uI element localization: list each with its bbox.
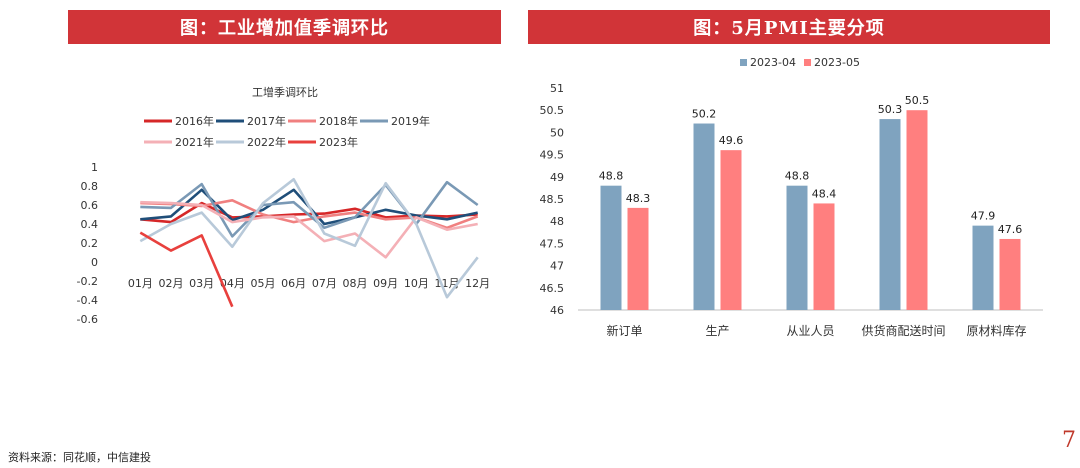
y-tick-label: 47 <box>550 260 564 273</box>
y-tick-label: 0.4 <box>81 218 99 231</box>
data-label: 48.3 <box>626 192 651 205</box>
x-tick-label: 04月 <box>220 277 245 290</box>
y-tick-label: 49 <box>550 171 564 184</box>
legend-label-2017年: 2017年 <box>247 114 286 128</box>
x-tick-label: 02月 <box>159 277 184 290</box>
series-line-2023年 <box>139 231 234 308</box>
data-label: 48.8 <box>785 170 810 183</box>
y-tick-label: 51 <box>550 82 564 95</box>
x-tick-label: 06月 <box>281 277 306 290</box>
y-tick-label: -0.6 <box>77 313 98 326</box>
legend-label-2023年: 2023年 <box>319 135 358 149</box>
data-label: 47.6 <box>998 223 1023 236</box>
legend-label-2016年: 2016年 <box>175 114 214 128</box>
series-line-2021年 <box>140 200 478 259</box>
x-tick-label: 03月 <box>189 277 214 290</box>
legend-label-2023-05: 2023-05 <box>814 56 860 69</box>
y-tick-label: 0.2 <box>81 237 99 250</box>
y-tick-label: 50 <box>550 126 564 139</box>
y-tick-label: 46.5 <box>540 282 565 295</box>
x-category-label: 原材料库存 <box>966 323 1026 338</box>
y-tick-label: 48.5 <box>540 193 565 206</box>
x-category-label: 供货商配送时间 <box>861 323 945 338</box>
y-tick-label: -0.2 <box>77 275 98 288</box>
line-chart-title: 工增季调环比 <box>252 85 318 99</box>
right-chart-header: 图：5月PMI主要分项 <box>528 10 1050 44</box>
y-tick-label: 50.5 <box>540 104 565 117</box>
y-tick-label: 0.6 <box>81 199 99 212</box>
x-tick-label: 01月 <box>128 277 153 290</box>
bar-2023-04-生产 <box>693 123 715 311</box>
bar-2023-05-原材料库存 <box>999 238 1021 310</box>
series-line-2022年 <box>139 178 479 299</box>
legend-label-2023-04: 2023-04 <box>750 56 796 69</box>
bar-2023-04-从业人员 <box>786 185 808 310</box>
x-category-label: 新订单 <box>606 323 642 338</box>
pmi-bar-chart: 2023-04 2023-05 51 50.5 50 49.5 49 48.5 48 47.5 47… <box>540 56 1043 338</box>
data-label: 48.4 <box>812 187 837 200</box>
legend-swatch-2023-05 <box>804 59 811 66</box>
data-label: 48.8 <box>599 170 624 183</box>
y-tick-label: 48 <box>550 215 564 228</box>
y-tick-label: 46 <box>550 304 564 317</box>
data-label: 47.9 <box>971 210 996 223</box>
x-tick-label: 08月 <box>343 277 368 290</box>
bar-2023-04-新订单 <box>600 185 622 310</box>
x-tick-label: 05月 <box>251 277 276 290</box>
bar-2023-05-供货商配送时间 <box>906 110 928 310</box>
bar-2023-05-从业人员 <box>813 203 835 310</box>
data-label: 50.2 <box>692 108 717 121</box>
legend-label-2021年: 2021年 <box>175 135 214 149</box>
industrial-value-line-chart: 工增季调环比 2016年 2017年 2018年 2019年 2021年 2022年 2023… <box>77 85 491 326</box>
y-tick-label: 49.5 <box>540 149 565 162</box>
bar-2023-04-供货商配送时间 <box>879 119 901 310</box>
legend-swatch-2023-04 <box>740 59 747 66</box>
page-number: 7 <box>1062 428 1076 453</box>
y-tick-label: 0.8 <box>81 180 99 193</box>
y-tick-label: 47.5 <box>540 237 565 250</box>
left-chart-header: 图：工业增加值季调环比 <box>68 10 501 44</box>
x-tick-label: 12月 <box>465 277 490 290</box>
x-tick-label: 07月 <box>312 277 337 290</box>
data-label: 50.3 <box>878 103 903 116</box>
bar-2023-05-新订单 <box>627 207 649 310</box>
bar-2023-05-生产 <box>720 150 742 310</box>
x-tick-label: 10月 <box>404 277 429 290</box>
y-tick-label: 1 <box>91 161 98 174</box>
legend-label-2022年: 2022年 <box>247 135 286 149</box>
data-label: 50.5 <box>905 94 930 107</box>
legend-label-2018年: 2018年 <box>319 114 358 128</box>
legend-label-2019年: 2019年 <box>391 114 430 128</box>
series-line-2019年 <box>140 180 479 238</box>
bar-2023-04-原材料库存 <box>972 225 994 310</box>
y-tick-label: -0.4 <box>77 294 98 307</box>
x-category-label: 从业人员 <box>786 324 834 338</box>
x-tick-label: 09月 <box>373 277 398 290</box>
x-category-label: 生产 <box>705 324 729 338</box>
y-tick-label: 0 <box>91 256 98 269</box>
source-note: 资料来源：同花顺，中信建投 <box>8 451 151 464</box>
data-label: 49.6 <box>719 134 744 147</box>
